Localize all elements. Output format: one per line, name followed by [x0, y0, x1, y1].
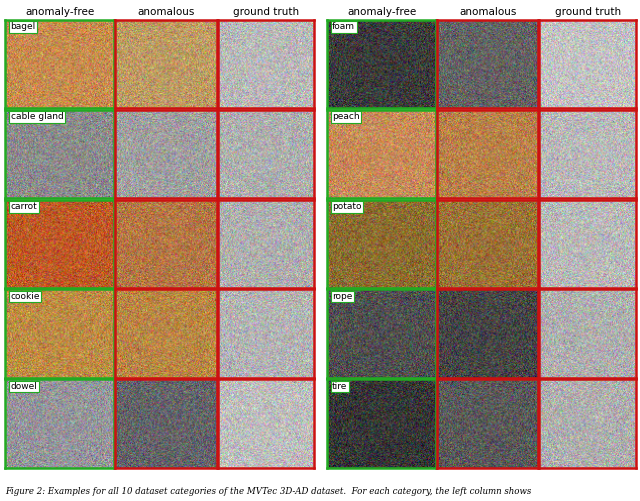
- Text: anomalous: anomalous: [138, 7, 195, 17]
- Text: anomalous: anomalous: [460, 7, 516, 17]
- Text: rope: rope: [332, 292, 353, 301]
- Text: anomaly-free: anomaly-free: [26, 7, 95, 17]
- Text: ground truth: ground truth: [555, 7, 621, 17]
- Text: anomaly-free: anomaly-free: [347, 7, 417, 17]
- Text: ground truth: ground truth: [234, 7, 300, 17]
- Text: Figure 2: Examples for all 10 dataset categories of the MVTec 3D-AD dataset.  Fo: Figure 2: Examples for all 10 dataset ca…: [5, 487, 531, 496]
- Text: peach: peach: [332, 112, 360, 121]
- Text: potato: potato: [332, 202, 362, 211]
- Text: cable gland: cable gland: [11, 112, 63, 121]
- Text: carrot: carrot: [11, 202, 37, 211]
- Text: bagel: bagel: [11, 23, 36, 32]
- Text: foam: foam: [332, 23, 355, 32]
- Text: cookie: cookie: [11, 292, 40, 301]
- Text: tire: tire: [332, 382, 348, 391]
- Text: dowel: dowel: [11, 382, 38, 391]
